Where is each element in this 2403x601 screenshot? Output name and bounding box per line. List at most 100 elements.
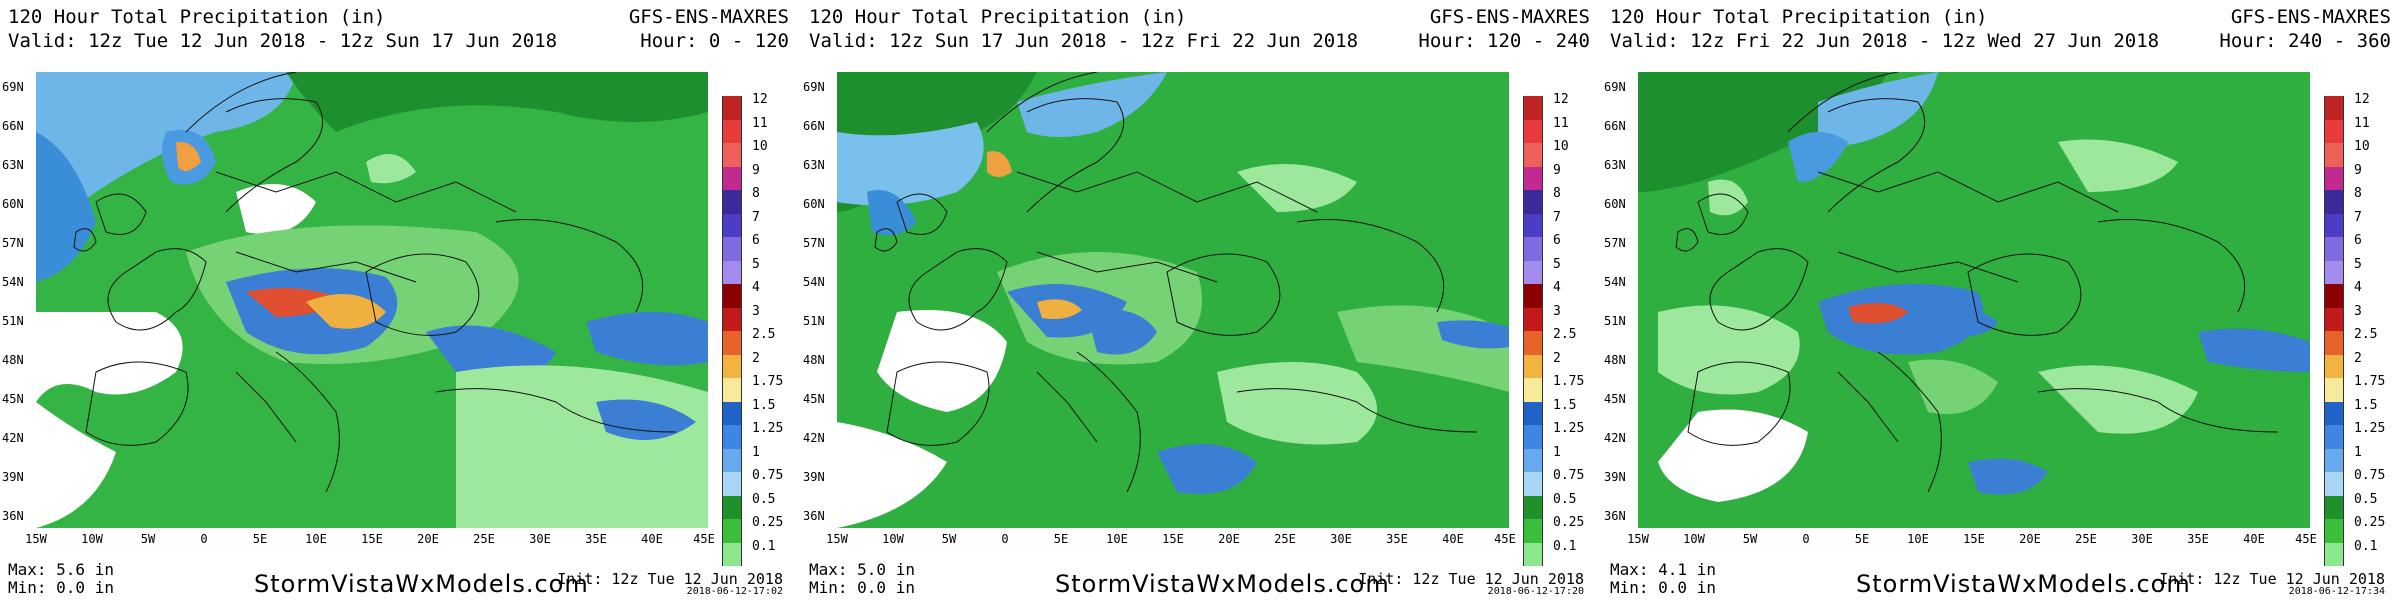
lon-label: 5E [1854,532,1870,546]
lat-label: 48N [2,353,24,367]
colorbar [2324,82,2344,580]
model-name: GFS-ENS-MAXRES [628,6,789,28]
colorbar-label: 1.5 [752,397,776,413]
lon-label: 45E [1494,532,1516,546]
lon-label: 15E [361,532,383,546]
min-value: Min: 0.0 in [1610,578,1716,597]
lat-label: 60N [803,197,825,211]
colorbar-cell [722,119,742,143]
lon-label: 10E [1106,532,1128,546]
lat-label: 66N [803,119,825,133]
colorbar-label: 0.5 [2354,491,2378,507]
lat-label: 48N [803,353,825,367]
lat-label: 66N [1604,119,1626,133]
lat-label: 36N [1604,509,1626,523]
lat-label: 45N [1604,392,1626,406]
colorbar-label: 4 [1553,280,1561,295]
lon-label: 15W [25,532,47,546]
colorbar-cell [2324,519,2344,543]
colorbar-label: 1.5 [2354,397,2378,413]
lat-label: 51N [1604,314,1626,328]
colorbar-label: 0.1 [752,538,776,554]
colorbar-cell [2324,284,2344,308]
colorbar-cell [722,331,742,355]
colorbar-label: 0.25 [1553,515,1585,530]
lon-label: 15E [1162,532,1184,546]
lon-label: 25E [1274,532,1296,546]
colorbar-label: 6 [752,233,760,248]
colorbar-label: 1 [752,444,760,460]
colorbar-cell [722,260,742,284]
lon-label: 30E [2131,532,2153,546]
colorbar-label: 1.25 [752,421,784,436]
colorbar-cell [2324,237,2344,261]
lat-label: 63N [2,158,24,172]
colorbar-label: 8 [2354,186,2362,201]
colorbar-cell [722,96,742,120]
lat-label: 63N [1604,158,1626,172]
lat-label: 57N [2,236,24,250]
lat-label: 57N [1604,236,1626,250]
lon-label: 5E [252,532,268,546]
lat-label: 45N [803,392,825,406]
colorbar-cell [1523,190,1543,214]
max-value: Max: 5.6 in [8,560,114,579]
colorbar-label: 7 [2354,209,2362,225]
colorbar-cell [1523,307,1543,331]
lon-label: 35E [2187,532,2209,546]
lon-label: 35E [585,532,607,546]
colorbar-cell [2324,307,2344,331]
lat-label: 39N [1604,470,1626,484]
lat-label: 51N [2,314,24,328]
colorbar-cell [722,378,742,402]
lat-label: 60N [1604,197,1626,211]
lat-label: 42N [2,431,24,445]
lat-label: 54N [2,275,24,289]
colorbar-label: 11 [2354,115,2370,131]
lon-label: 5W [941,532,957,546]
precip-map [1638,72,2310,528]
colorbar-cell [2324,260,2344,284]
colorbar-cell [2324,472,2344,496]
colorbar-cell [2324,542,2344,566]
hour-range: Hour: 0 - 120 [640,30,789,52]
colorbar-cell [2324,495,2344,519]
colorbar-cell [722,425,742,449]
lat-label: 42N [1604,431,1626,445]
lon-label: 40E [1442,532,1464,546]
lat-label: 69N [1604,80,1626,94]
colorbar-label: 4 [2354,280,2362,295]
panel-title: 120 Hour Total Precipitation (in) [809,6,1187,28]
colorbar-label: 2 [752,350,760,366]
colorbar-label: 11 [1553,115,1569,131]
colorbar-label: 8 [1553,186,1561,201]
lat-label: 54N [803,275,825,289]
lon-label: 10W [882,532,904,546]
colorbar [722,82,742,580]
colorbar-label: 0.25 [2354,515,2386,530]
colorbar-label: 1.25 [2354,421,2386,436]
colorbar-label: 9 [752,162,760,178]
colorbar-label: 10 [2354,139,2370,154]
colorbar-label: 3 [1553,303,1561,319]
hour-range: Hour: 240 - 360 [2219,30,2391,52]
colorbar-label: 9 [1553,162,1561,178]
colorbar-cell [1523,119,1543,143]
colorbar-cell [2324,448,2344,472]
colorbar-label: 2 [1553,350,1561,366]
lon-label: 10W [81,532,103,546]
valid-period: Valid: 12z Tue 12 Jun 2018 - 12z Sun 17 … [8,30,558,52]
colorbar-label: 4 [752,280,760,295]
colorbar-cell [722,401,742,425]
colorbar-cell [2324,143,2344,167]
lon-label: 20E [417,532,439,546]
lat-label: 42N [803,431,825,445]
lat-label: 36N [803,509,825,523]
colorbar-cell [1523,542,1543,566]
colorbar-cell [722,448,742,472]
lat-label: 39N [803,470,825,484]
colorbar-cell [722,542,742,566]
colorbar-label: 11 [752,115,768,131]
panel-title: 120 Hour Total Precipitation (in) [8,6,386,28]
colorbar-cell [1523,237,1543,261]
